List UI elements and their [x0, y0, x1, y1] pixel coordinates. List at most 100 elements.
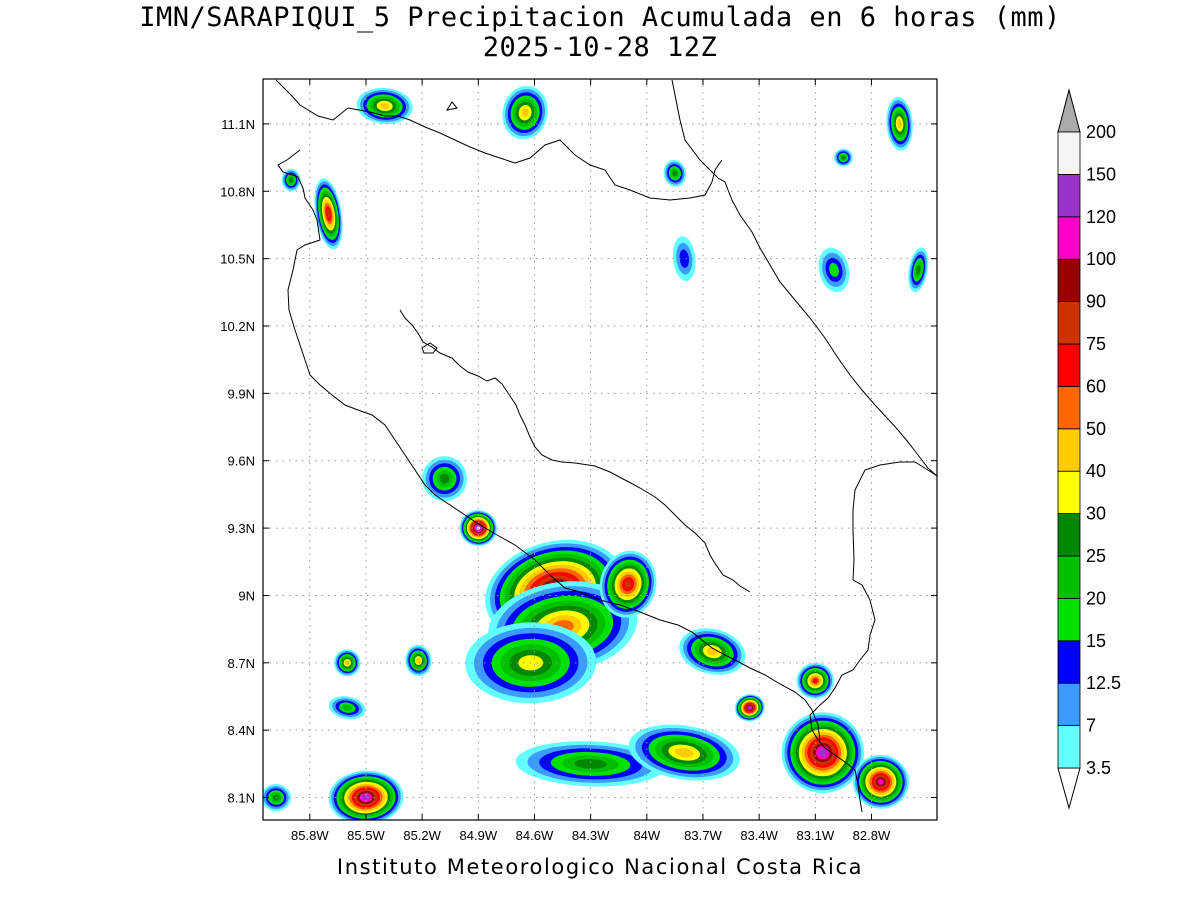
colorbar-label: 40	[1086, 461, 1106, 481]
lat-tick-label: 9N	[238, 588, 255, 603]
lat-tick-label: 11.1N	[221, 117, 255, 132]
map-datetime: 2025-10-28 12Z	[482, 32, 718, 63]
precip-contour	[416, 657, 421, 664]
lon-tick-label: 82.8W	[853, 828, 891, 843]
precip-contour	[897, 119, 902, 129]
lon-tick-label: 84.6W	[516, 828, 554, 843]
colorbar-swatch	[1057, 258, 1081, 303]
lat-tick-label: 8.4N	[228, 723, 255, 738]
colorbar: 3.5 7 12.5 15 20 25 30 40 50 60 75 90 100 120 150 200	[1057, 88, 1121, 810]
lon-tick-label: 85.8W	[291, 828, 329, 843]
colorbar-label: 7	[1086, 716, 1096, 736]
precip-cell	[328, 696, 366, 720]
lon-tick-label: 84W	[633, 828, 660, 843]
colorbar-label: 50	[1086, 419, 1106, 439]
colorbar-swatch	[1057, 725, 1081, 769]
precip-cell	[422, 456, 468, 502]
colorbar-swatch	[1057, 173, 1081, 218]
precip-cell	[852, 754, 909, 809]
lat-tick-label: 8.7N	[228, 656, 255, 671]
precip-cell	[334, 649, 361, 677]
coastline-caribbean	[671, 79, 937, 477]
lon-tick-label: 83.1W	[797, 828, 835, 843]
colorbar-swatch	[1057, 343, 1081, 387]
island-1	[421, 342, 438, 354]
colorbar-swatch	[1057, 385, 1081, 430]
lat-tick-label: 8.1N	[228, 791, 255, 806]
precip-cell	[515, 741, 666, 787]
colorbar-label: 200	[1086, 122, 1116, 142]
lat-lon-grid	[263, 79, 937, 820]
colorbar-label: 60	[1086, 376, 1106, 396]
precip-contour	[812, 678, 818, 684]
lon-tick-label: 85.2W	[403, 828, 441, 843]
colorbar-swatch	[1057, 640, 1081, 684]
lon-tick-label: 83.7W	[684, 828, 722, 843]
colorbar-swatch	[1057, 470, 1081, 515]
precip-cell	[818, 247, 850, 293]
precip-cell	[356, 87, 413, 125]
precip-contour	[345, 660, 350, 666]
lon-tick-label: 85.5W	[347, 828, 385, 843]
coastline-and-borders	[275, 79, 937, 813]
colorbar-label: 150	[1086, 164, 1116, 184]
colorbar-label: 90	[1086, 292, 1106, 312]
precip-contour	[342, 704, 353, 711]
colorbar-label: 25	[1086, 546, 1106, 566]
precip-contour	[439, 473, 450, 484]
colorbar-max-arrow	[1057, 88, 1081, 133]
colorbar-swatch	[1057, 216, 1081, 260]
precip-cell	[663, 159, 687, 187]
precip-cell	[405, 644, 432, 677]
precipitation-field	[263, 85, 929, 820]
lon-tick-label: 83.4W	[740, 828, 778, 843]
colorbar-swatch	[1057, 682, 1081, 727]
colorbar-label: 75	[1086, 334, 1106, 354]
precip-cell	[628, 724, 740, 781]
lat-tick-label: 10.8N	[220, 184, 255, 199]
precip-cell	[679, 628, 746, 675]
colorbar-swatch	[1057, 428, 1081, 472]
precip-cell	[908, 247, 929, 293]
precip-cell	[833, 148, 853, 167]
precip-cell	[328, 770, 404, 820]
colorbar-label: 15	[1086, 631, 1106, 651]
precip-contour	[380, 102, 390, 109]
lon-tick-label: 84.9W	[460, 828, 498, 843]
lon-tick-label: 84.3W	[572, 828, 610, 843]
precip-cell	[886, 97, 913, 151]
precip-cell	[281, 168, 301, 192]
precip-contour	[672, 170, 678, 177]
precip-contour	[877, 779, 884, 785]
precip-contour	[818, 748, 827, 757]
lat-tick-label: 9.9N	[228, 386, 255, 401]
coastline-pacific	[275, 79, 821, 741]
map-frame	[262, 78, 938, 821]
precip-contour	[829, 262, 839, 277]
colorbar-min-arrow	[1057, 767, 1081, 810]
precip-cell	[672, 236, 696, 282]
precip-contour	[674, 747, 694, 758]
precip-contour	[289, 177, 294, 183]
colorbar-swatch	[1057, 131, 1081, 175]
border-nicaragua	[347, 107, 723, 201]
precip-cell	[734, 694, 765, 722]
colorbar-swatch	[1057, 301, 1081, 345]
precip-contour	[624, 580, 632, 589]
precip-contour	[916, 265, 921, 275]
colorbar-label: 20	[1086, 588, 1106, 608]
precip-cell	[502, 85, 548, 140]
precip-cell	[796, 662, 834, 699]
precip-cell	[781, 712, 864, 794]
colorbar-label: 3.5	[1086, 758, 1111, 778]
border-panama	[809, 461, 937, 813]
precip-contour	[521, 108, 529, 118]
precip-contour	[841, 155, 846, 160]
colorbar-label: 120	[1086, 207, 1116, 227]
colorbar-swatch	[1057, 555, 1081, 599]
lat-tick-label: 10.2N	[220, 319, 255, 334]
precip-contour	[326, 209, 331, 219]
island-2	[445, 101, 458, 111]
lat-tick-label: 9.6N	[228, 454, 255, 469]
